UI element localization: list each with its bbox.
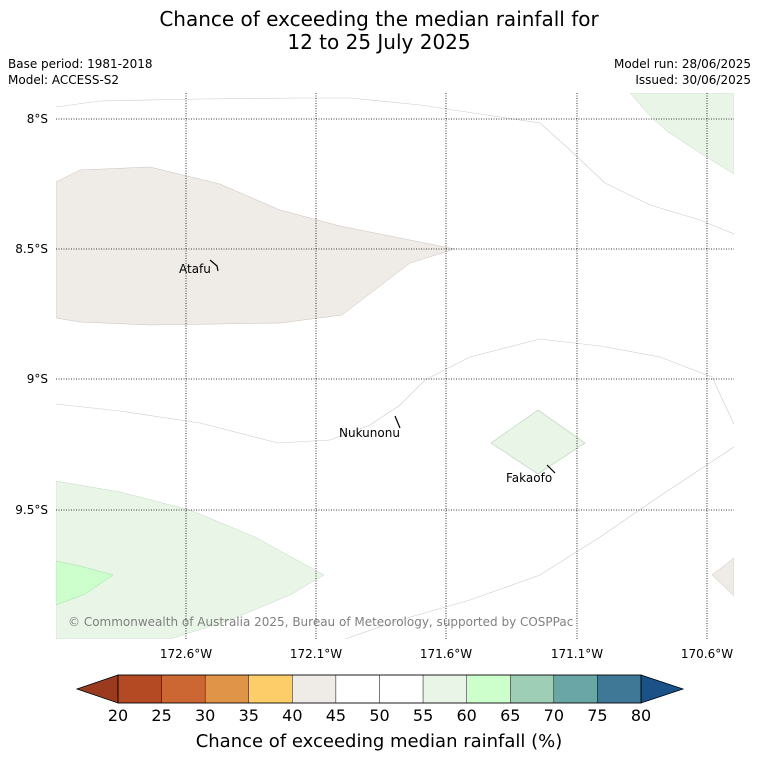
islands <box>209 259 556 474</box>
colorbar-over-arrow <box>640 674 685 704</box>
map-panel: Atafu Nukunonu Fakaofo © Commonwealth of… <box>56 93 734 639</box>
colorbar: 20 25 30 35 40 45 50 55 60 65 70 75 80 Chance of exc… <box>75 674 685 752</box>
colorbar-tick-label: 75 <box>587 706 607 725</box>
lat-label-8-5s: 8.5°S <box>15 242 48 256</box>
gridlines <box>56 93 734 639</box>
colorbar-segment <box>422 674 467 704</box>
colorbar-tick-label: 50 <box>369 706 389 725</box>
colorbar-segments <box>117 674 642 704</box>
colorbar-segment <box>379 674 424 704</box>
lat-label-8s: 8°S <box>27 112 48 126</box>
colorbar-segment <box>248 674 293 704</box>
lon-label-170-6w: 170.6°W <box>681 647 733 661</box>
colorbar-tick-label: 45 <box>326 706 346 725</box>
copyright-notice: © Commonwealth of Australia 2025, Bureau… <box>68 615 573 629</box>
base-period: Base period: 1981-2018 <box>8 57 153 71</box>
colorbar-tick-label: 30 <box>195 706 215 725</box>
colorbar-label: Chance of exceeding median rainfall (%) <box>196 731 563 752</box>
zone-40-45-atafu <box>56 166 456 326</box>
colorbar-tick-labels: 20 25 30 35 40 45 50 55 60 65 70 75 80 <box>108 706 651 725</box>
colorbar-tick-label: 25 <box>151 706 171 725</box>
zone-55-60-northeast <box>629 93 734 175</box>
lat-label-9s: 9°S <box>27 372 48 386</box>
colorbar-segment <box>335 674 380 704</box>
place-label-fakaofo: Fakaofo <box>506 471 552 485</box>
colorbar-under-arrow <box>75 674 119 704</box>
place-label-nukunonu: Nukunonu <box>339 426 400 440</box>
colorbar-segment <box>597 674 642 704</box>
colorbar-segment <box>204 674 249 704</box>
colorbar-tick-label: 65 <box>500 706 520 725</box>
colorbar-tick-label: 60 <box>456 706 476 725</box>
colorbar-segment <box>510 674 555 704</box>
colorbar-tick-label: 40 <box>282 706 302 725</box>
colorbar-tick-label: 20 <box>108 706 128 725</box>
contour-lines <box>56 97 734 639</box>
colorbar-tick-label: 80 <box>631 706 651 725</box>
map-title-line1: Chance of exceeding the median rainfall … <box>159 7 599 31</box>
lon-label-171-6w: 171.6°W <box>420 647 472 661</box>
colorbar-tick-label: 70 <box>544 706 564 725</box>
colorbar-segment <box>553 674 598 704</box>
colorbar-segment <box>466 674 511 704</box>
model-name: Model: ACCESS-S2 <box>8 73 120 87</box>
zone-55-60-southwest <box>56 480 325 639</box>
lon-label-171-1w: 171.1°W <box>551 647 603 661</box>
atafu-atoll <box>209 259 219 272</box>
colorbar-tick-label: 55 <box>413 706 433 725</box>
model-run: Model run: 28/06/2025 <box>613 57 751 71</box>
colorbar-segment <box>117 674 162 704</box>
colorbar-tick-label: 35 <box>239 706 259 725</box>
place-label-atafu: Atafu <box>179 262 211 276</box>
lon-label-172-6w: 172.6°W <box>160 647 212 661</box>
issued-date: Issued: 30/06/2025 <box>635 73 751 87</box>
nukunonu-atoll <box>394 415 401 429</box>
map-title-line2: 12 to 25 July 2025 <box>287 30 471 54</box>
lat-label-9-5s: 9.5°S <box>15 503 48 517</box>
colorbar-segment <box>161 674 206 704</box>
colorbar-frame <box>117 674 642 704</box>
zone-40-45-east <box>711 557 734 597</box>
colorbar-segment <box>292 674 337 704</box>
fakaofo-atoll <box>546 464 556 474</box>
lon-label-172-1w: 172.1°W <box>290 647 342 661</box>
zone-55-60-fakaofo <box>490 409 586 475</box>
zone-60-65-southwest <box>56 560 114 606</box>
